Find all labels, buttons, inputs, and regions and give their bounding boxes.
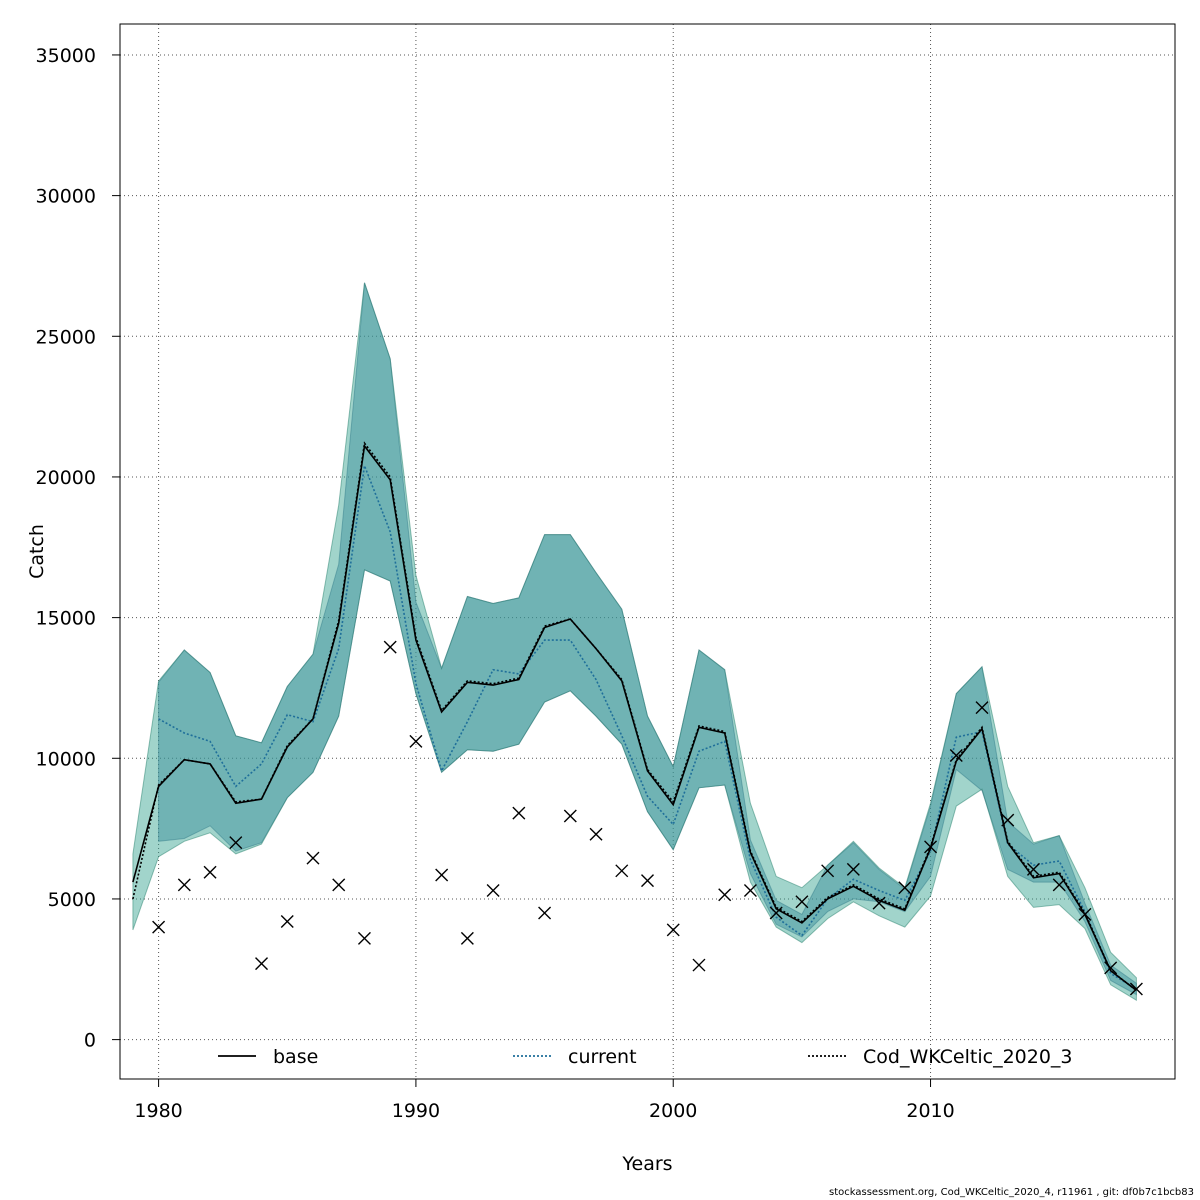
observation-point [898, 881, 912, 895]
y-tick-label: 5000 [48, 889, 96, 911]
observation-point [332, 878, 346, 892]
confidence-bands [132, 282, 1137, 1002]
plot-frame [119, 23, 1176, 1080]
band-current [158, 282, 1137, 996]
legend-label: base [273, 1046, 318, 1068]
observation-point [383, 640, 397, 654]
observation-point [1078, 907, 1092, 921]
series-lines [132, 441, 1137, 992]
legend-item: Cod_WKCeltic_2020_3 [808, 1046, 1073, 1068]
x-tick-label: 2000 [649, 1100, 697, 1122]
observation-point [795, 895, 809, 909]
observation-point [743, 884, 757, 898]
y-axis-title: Catch [26, 524, 48, 579]
observation-point [177, 878, 191, 892]
y-tick-label: 30000 [36, 186, 96, 208]
observation-point [692, 958, 706, 972]
y-tick-label: 20000 [36, 467, 96, 489]
observation-point [949, 748, 963, 762]
y-tick-label: 10000 [36, 748, 96, 770]
observation-point [435, 868, 449, 882]
x-tick-label: 1980 [134, 1100, 182, 1122]
x-axis: 1980 1990 2000 2010 [134, 1079, 955, 1122]
legend-label: Cod_WKCeltic_2020_3 [863, 1046, 1073, 1068]
observation-point [538, 906, 552, 920]
observation-point [1129, 982, 1143, 996]
y-axis: 0 5000 10000 15000 20000 25000 30000 35000 [36, 45, 120, 1052]
observation-point [1052, 878, 1066, 892]
x-tick-label: 2010 [906, 1100, 954, 1122]
observation-point [563, 809, 577, 823]
observation-point [924, 840, 938, 854]
series-line-Cod_WKCeltic_2020_3 [132, 441, 1137, 992]
observation-point [280, 914, 294, 928]
observation-point [872, 896, 886, 910]
observation-point [512, 806, 526, 820]
observation-point [975, 701, 989, 715]
y-tick-label: 25000 [36, 326, 96, 348]
observation-point [769, 906, 783, 920]
y-tick-label: 15000 [36, 608, 96, 630]
band-Cod_WKCeltic_2020_3 [132, 282, 1137, 1002]
legend: base current Cod_WKCeltic_2020_3 [218, 1046, 1073, 1068]
legend-item: base [218, 1046, 318, 1068]
observation-point [589, 827, 603, 841]
series-line-current [158, 462, 1137, 990]
observation-point [229, 836, 243, 850]
observation-point [666, 923, 680, 937]
legend-label: current [568, 1046, 637, 1068]
observation-point [846, 862, 860, 876]
y-tick-label: 0 [84, 1030, 96, 1052]
observation-point [152, 920, 166, 934]
observation-point [306, 851, 320, 865]
observation-point [821, 864, 835, 878]
observation-point [1001, 813, 1015, 827]
observation-point [1104, 961, 1118, 975]
footer-credit: stockassessment.org, Cod_WKCeltic_2020_4… [829, 1187, 1194, 1198]
legend-item: current [513, 1046, 637, 1068]
x-axis-title: Years [621, 1153, 672, 1175]
observation-point [641, 874, 654, 888]
observation-point [357, 931, 371, 945]
observation-point [203, 865, 217, 879]
grid-lines [120, 24, 1175, 1079]
x-tick-label: 1990 [392, 1100, 440, 1122]
observation-point [1026, 862, 1040, 876]
observation-point [486, 884, 500, 898]
y-tick-label: 35000 [36, 45, 96, 67]
observation-point [615, 864, 629, 878]
observation-point [460, 931, 474, 945]
observation-point [718, 888, 732, 902]
observation-point [409, 734, 423, 748]
observation-markers [152, 640, 1143, 996]
observation-point [255, 957, 269, 971]
